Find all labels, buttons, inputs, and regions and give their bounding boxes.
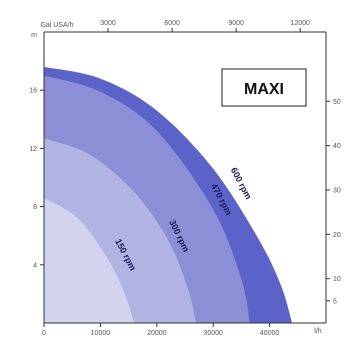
x-top-tick-label: 12000 [290, 20, 310, 27]
title-box [221, 68, 307, 107]
x-bottom-tick-label: 20000 [147, 330, 167, 337]
y-right-tick-label: 20 [333, 232, 341, 239]
y-right-tick-label: 10 [333, 276, 341, 283]
y-right-tick-label: 50 [333, 99, 341, 106]
x-bottom-tick-label: 40000 [260, 330, 280, 337]
chart-title: MAXI [244, 81, 284, 98]
series-area-150-rpm [44, 197, 135, 323]
x-top-tick-label: 6000 [164, 20, 180, 27]
x-bottom-unit: l/h [314, 328, 322, 335]
x-top-tick-label: 9000 [228, 20, 244, 27]
x-bottom-tick-label: 0 [42, 330, 46, 337]
y-left-unit: m [31, 32, 37, 39]
x-top-unit: Gal USA/h [40, 22, 73, 29]
y-left-tick-label: 16 [29, 88, 37, 95]
x-bottom-tick-label: 30000 [203, 330, 223, 337]
y-left-tick-label: 12 [29, 146, 37, 153]
axes [43, 31, 327, 324]
y-left-tick-label: 8 [33, 204, 37, 211]
series-areas [44, 66, 293, 324]
x-bottom-tick-label: 10000 [91, 330, 111, 337]
y-right-tick-label: 40 [333, 143, 341, 150]
y-right-tick-label: 5 [333, 298, 337, 305]
tick-labels: 0 10000 20000 30000 40000 3000 6000 9000 12000 4 8… [29, 20, 341, 337]
y-left-tick-label: 4 [33, 262, 37, 269]
x-top-tick-label: 3000 [100, 20, 116, 27]
tick-marks [40, 28, 330, 327]
y-right-tick-label: 30 [333, 187, 341, 194]
